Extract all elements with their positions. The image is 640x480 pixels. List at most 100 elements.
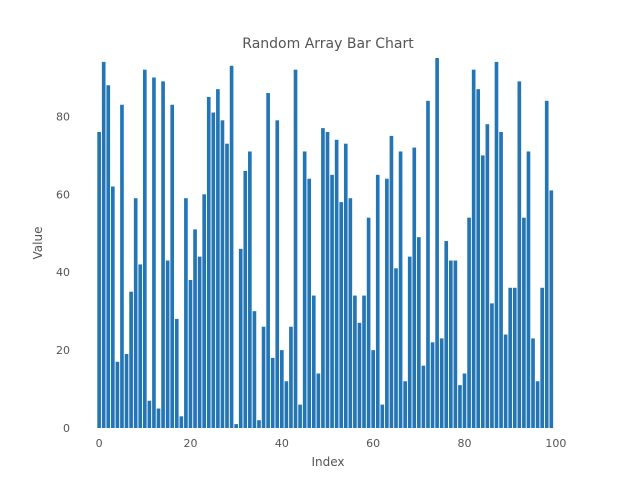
bar-51 bbox=[330, 174, 334, 428]
x-tick-label: 80 bbox=[458, 437, 472, 450]
bar-16 bbox=[170, 104, 175, 429]
bar-41 bbox=[284, 381, 289, 428]
bar-50 bbox=[325, 132, 330, 428]
bar-85 bbox=[485, 124, 490, 429]
y-tick-label: 40 bbox=[56, 266, 70, 279]
bar-65 bbox=[394, 268, 398, 428]
bar-66 bbox=[398, 151, 403, 428]
bar-48 bbox=[316, 373, 321, 428]
bar-15 bbox=[165, 260, 170, 428]
bar-12 bbox=[152, 77, 156, 428]
bar-7 bbox=[129, 291, 133, 428]
x-tick-label: 60 bbox=[366, 437, 380, 450]
bar-55 bbox=[348, 198, 353, 428]
y-axis-ticks: 0 20 40 60 80 bbox=[56, 110, 70, 435]
bar-90 bbox=[508, 287, 513, 428]
bar-21 bbox=[193, 229, 197, 428]
bar-40 bbox=[280, 350, 284, 428]
bar-23 bbox=[202, 194, 207, 428]
y-tick-label: 60 bbox=[56, 188, 70, 201]
y-tick-label: 80 bbox=[56, 110, 70, 123]
bar-78 bbox=[453, 260, 458, 428]
bar-30 bbox=[234, 424, 238, 428]
bar-70 bbox=[417, 237, 421, 428]
bar-4 bbox=[115, 361, 120, 428]
bar-26 bbox=[216, 89, 220, 428]
bar-74 bbox=[435, 58, 439, 428]
y-tick-label: 0 bbox=[63, 422, 70, 435]
bar-77 bbox=[448, 260, 453, 428]
bar-29 bbox=[229, 65, 234, 428]
bar-20 bbox=[188, 280, 193, 428]
bar-18 bbox=[179, 416, 184, 428]
bar-3 bbox=[111, 186, 115, 428]
y-tick-label: 20 bbox=[56, 344, 70, 357]
bar-36 bbox=[261, 326, 266, 428]
bar-19 bbox=[184, 198, 188, 428]
bar-83 bbox=[476, 89, 481, 428]
bar-76 bbox=[444, 241, 449, 428]
chart-title: Random Array Bar Chart bbox=[242, 36, 414, 52]
bar-86 bbox=[490, 303, 494, 428]
bar-88 bbox=[499, 132, 503, 428]
bar-14 bbox=[161, 81, 165, 429]
bar-0 bbox=[97, 132, 101, 428]
bar-98 bbox=[544, 100, 549, 428]
bar-32 bbox=[243, 170, 248, 428]
y-axis-label: Value bbox=[31, 227, 45, 260]
bar-56 bbox=[353, 295, 357, 428]
bar-71 bbox=[421, 365, 426, 428]
bar-58 bbox=[362, 295, 366, 428]
bar-1 bbox=[101, 61, 106, 428]
bar-81 bbox=[467, 217, 471, 428]
bar-89 bbox=[503, 334, 508, 428]
bar-47 bbox=[311, 295, 316, 428]
bar-44 bbox=[298, 404, 302, 428]
bar-92 bbox=[517, 81, 522, 429]
bar-59 bbox=[366, 217, 371, 428]
bar-69 bbox=[412, 147, 417, 428]
x-tick-label: 100 bbox=[545, 437, 566, 450]
bar-53 bbox=[339, 202, 344, 428]
bar-27 bbox=[220, 120, 225, 428]
bar-61 bbox=[375, 174, 380, 428]
bar-73 bbox=[430, 342, 435, 428]
bar-60 bbox=[371, 350, 375, 428]
bar-87 bbox=[494, 61, 499, 428]
bar-35 bbox=[257, 420, 261, 428]
bar-10 bbox=[142, 69, 147, 429]
bar-57 bbox=[357, 322, 362, 428]
bar-2 bbox=[106, 85, 111, 428]
bar-25 bbox=[211, 112, 216, 428]
x-axis-ticks: 0 20 40 60 80 100 bbox=[96, 437, 567, 450]
bar-99 bbox=[549, 190, 554, 428]
bar-9 bbox=[138, 264, 143, 428]
bar-93 bbox=[522, 217, 526, 428]
bar-67 bbox=[403, 381, 407, 428]
bar-52 bbox=[334, 139, 339, 429]
bar-64 bbox=[389, 135, 394, 428]
bar-38 bbox=[270, 357, 275, 428]
bar-28 bbox=[225, 143, 229, 428]
bar-84 bbox=[480, 155, 485, 428]
bar-33 bbox=[248, 151, 252, 428]
bar-97 bbox=[540, 287, 544, 428]
bar-31 bbox=[238, 248, 243, 428]
bar-34 bbox=[252, 311, 257, 428]
bar-8 bbox=[133, 198, 138, 428]
bar-6 bbox=[124, 354, 129, 428]
bar-5 bbox=[120, 104, 124, 429]
bar-42 bbox=[289, 326, 293, 428]
bar-91 bbox=[512, 287, 517, 428]
bar-72 bbox=[426, 100, 430, 428]
bar-95 bbox=[531, 338, 535, 428]
x-axis-label: Index bbox=[311, 455, 344, 469]
bar-94 bbox=[526, 151, 531, 428]
bar-17 bbox=[174, 318, 179, 428]
bar-49 bbox=[321, 128, 325, 429]
x-tick-label: 20 bbox=[183, 437, 197, 450]
bar-22 bbox=[197, 256, 202, 428]
bar-79 bbox=[458, 385, 462, 428]
bar-68 bbox=[407, 256, 412, 428]
